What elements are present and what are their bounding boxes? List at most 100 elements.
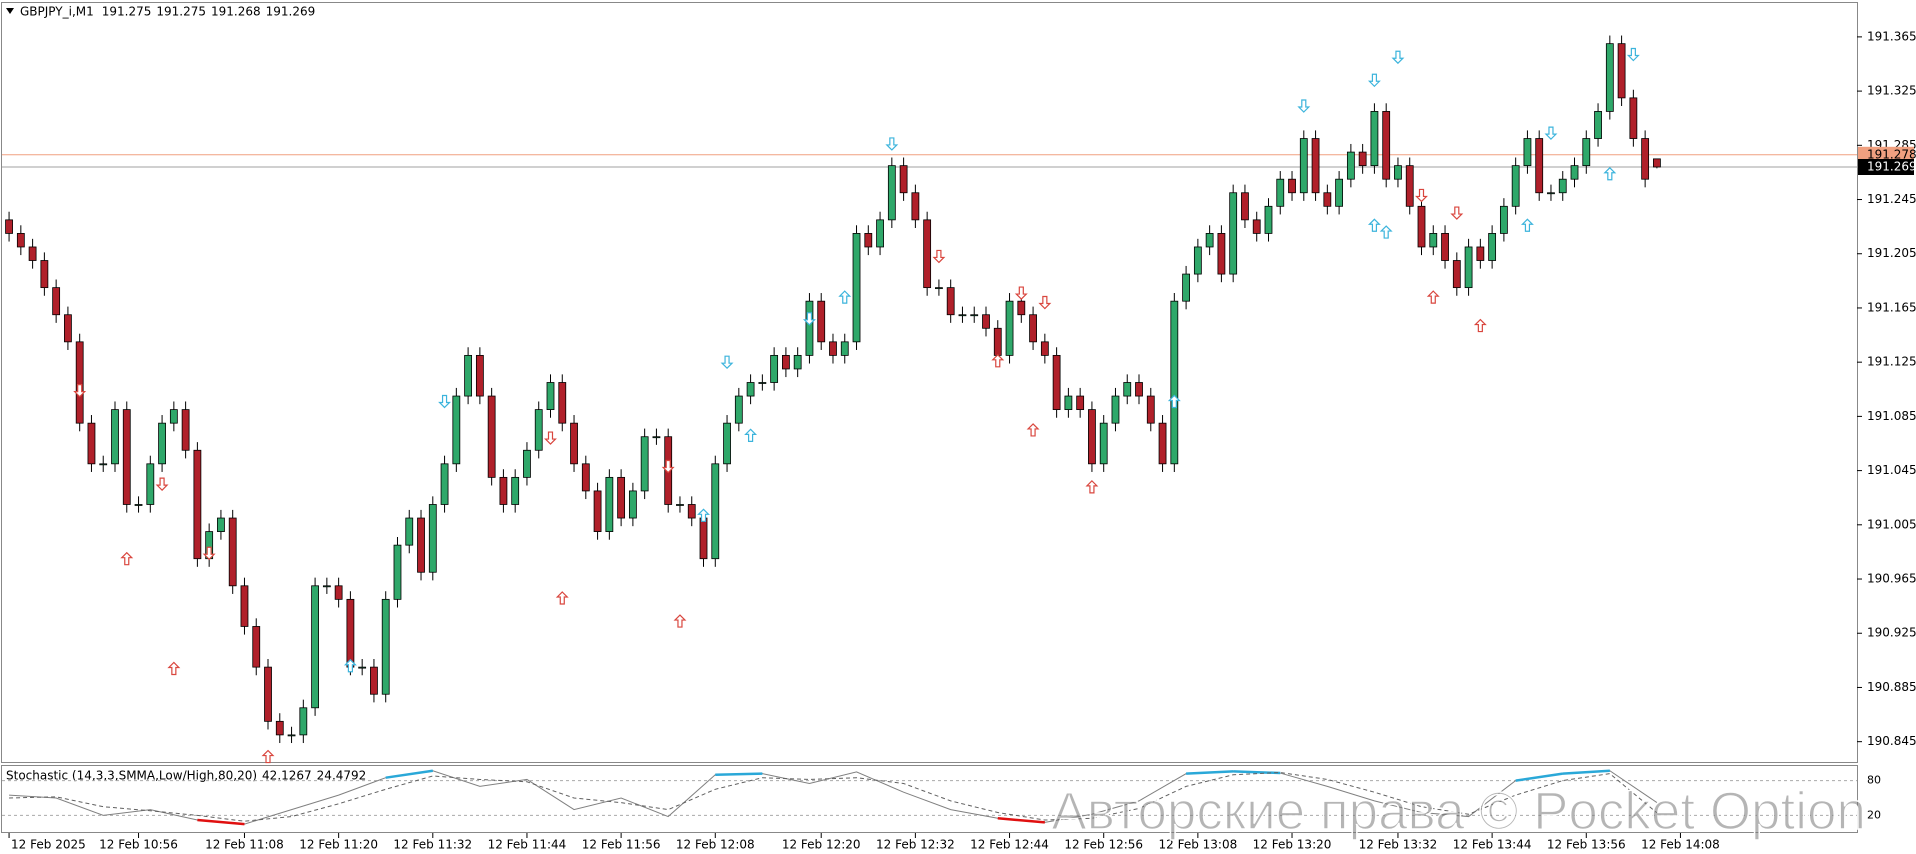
candle-body [746,382,755,397]
x-tick-label: 12 Feb 13:20 [1253,838,1332,852]
x-tick-label: 12 Feb 12:08 [676,838,755,852]
candle-body [1288,178,1296,194]
signal-arrow [544,431,557,445]
candle-body [346,598,355,668]
bid-label-box [1858,158,1914,175]
signal-arrow [438,394,452,409]
candle-body [5,219,13,234]
signal-arrow [1391,50,1405,65]
candle-body [699,517,708,560]
candle-body [1158,422,1167,465]
main-panel [1,2,1858,763]
candle-body [1029,314,1037,343]
candle-body [499,476,508,505]
candle-body [1417,205,1426,248]
candle-body [1499,205,1508,234]
candle-body [464,354,473,397]
candle-body [534,409,543,451]
candle-body [122,409,131,505]
y-tick-label: 191.045 [1867,463,1916,477]
x-tick-label: 12 Feb 13:08 [1158,838,1237,852]
candle-body [1323,192,1332,207]
candle-body [134,504,143,506]
stochastic-zone-segment [1186,770,1234,775]
candle-body [558,382,567,424]
y-tick-label: 191.005 [1867,517,1916,531]
x-tick-label: 12 Feb 11:08 [205,838,284,852]
candle-body [334,585,343,600]
candle-body [782,354,790,370]
candle-body [158,422,166,465]
candle-body [1476,246,1485,261]
signal-arrow [802,312,816,326]
candle-body [628,490,637,519]
signal-arrow [1297,99,1311,113]
candle-body [1088,409,1096,465]
candle-body [593,490,602,532]
y-tick-label: 191.205 [1867,246,1916,260]
candle-body [1040,341,1049,356]
candle-body [734,395,743,424]
candle-body [1146,395,1155,424]
candle-body [640,436,649,492]
candle-body [169,409,178,424]
candle-body [570,422,578,465]
candle-body [1017,300,1026,316]
candle-body [946,287,955,316]
candle-body [1311,138,1320,194]
stochastic-tick-label: 80 [1867,774,1881,787]
candle-body [428,504,437,573]
candle-body [287,734,296,737]
header-value: 191.269 [266,5,316,19]
signal-arrow [885,137,899,151]
candle-body [687,504,696,519]
x-tick-label: 12 Feb 13:44 [1453,838,1532,852]
header-value: 191.268 [211,5,261,19]
candle-body [1523,138,1532,167]
candle-body [770,354,779,383]
signal-arrow [261,749,275,764]
x-tick-label: 12 Feb 11:32 [393,838,472,852]
candle-body [1052,354,1061,411]
candle-body [1276,178,1285,207]
signal-arrow [1603,166,1617,181]
candle-body [1464,246,1473,289]
candle-body [1617,43,1626,99]
candle-body [393,544,402,600]
signal-arrow [120,551,134,566]
candle-body [829,341,837,356]
x-tick-label: 12 Feb 11:44 [488,838,567,852]
candle-body [52,287,61,316]
signal-arrow [1026,423,1040,437]
candle-body [652,436,661,439]
y-tick-label: 191.085 [1867,409,1916,423]
candle-body [264,666,272,722]
candle-body [1653,158,1661,168]
candle-body [1405,165,1414,207]
y-tick-label: 190.885 [1867,680,1916,694]
signal-arrow [697,508,710,522]
candle-body [40,260,49,289]
x-tick-label: 12 Feb 11:56 [582,838,661,852]
candle-body [475,354,484,397]
candle-body [864,233,873,248]
candle-body [993,327,1002,356]
y-tick-label: 191.365 [1867,29,1916,43]
signal-arrow [838,290,852,304]
candle-body [1558,178,1567,194]
stochastic-zone-segment [197,818,245,826]
signal-arrow [343,658,357,673]
candle-body [405,517,414,546]
candle-body [911,192,920,221]
signal-arrow [1544,126,1558,140]
header-value: 191.275 [156,5,206,19]
signal-arrow [673,614,687,628]
signal-arrow [1014,286,1028,300]
candle-body [487,395,496,478]
candle-body [840,341,849,356]
signal-arrow [1473,318,1487,333]
signal-arrow [167,661,181,676]
candle-body [1605,43,1614,112]
candle-body [711,463,720,560]
